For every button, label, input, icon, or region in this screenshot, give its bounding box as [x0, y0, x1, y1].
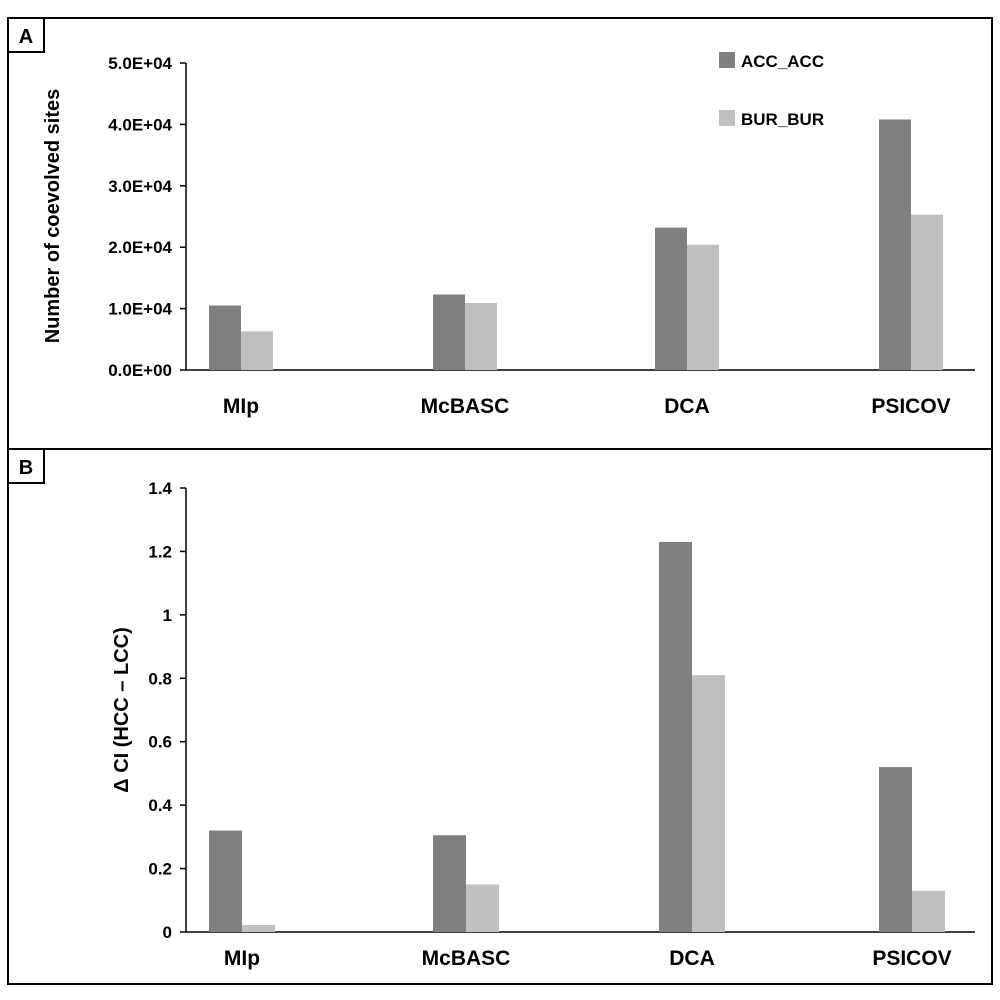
y-tick-label: 1.2	[148, 542, 172, 561]
bar-psicov-series-1	[879, 119, 911, 370]
x-category-label: McBASC	[421, 395, 510, 418]
panel-a-frame	[7, 17, 993, 450]
bar-mip-series-1	[209, 305, 241, 370]
x-category-label: PSICOV	[871, 395, 950, 418]
x-category-label: PSICOV	[872, 947, 951, 970]
y-tick-label: 1.0E+04	[108, 300, 172, 319]
bar-dca-series-1	[659, 541, 692, 932]
y-tick-label: 0.8	[148, 669, 172, 688]
legend-label-bur-bur: BUR_BUR	[741, 110, 824, 129]
bar-dca-series-2	[687, 244, 719, 370]
x-category-label: MIp	[224, 947, 260, 970]
y-tick-label: 1.4	[148, 479, 172, 498]
y-tick-label: 0.4	[148, 796, 172, 815]
panel-b-ylabel: Δ CI (HCC – LCC)	[111, 627, 133, 792]
x-category-label: DCA	[664, 395, 710, 418]
bar-mcbasc-series-2	[465, 303, 497, 370]
y-tick-label: 5.0E+04	[108, 54, 172, 73]
bar-mcbasc-series-1	[433, 294, 465, 370]
x-category-label: DCA	[669, 947, 715, 970]
y-tick-label: 0.2	[148, 860, 172, 879]
panel-b-plot: 0 0.2 0.4 0.6 0.8 1 1.2 1.4 MIp McBASC DCA PSICOV	[148, 479, 975, 970]
panel-b-label-box	[7, 448, 45, 484]
panel-a-label-box	[7, 17, 45, 53]
y-tick-label: 1	[163, 606, 172, 625]
bar-mip-series-1	[209, 830, 242, 932]
panel-b: B Δ CI (HCC – LCC) 0 0.2 0.4 0.6 0.8 1 1.2 1.4 M…	[7, 448, 993, 985]
y-tick-label: 0	[163, 923, 172, 942]
bar-dca-series-1	[655, 227, 687, 370]
panel-a: A Number of coevolved sites 0.0E+00 1.0E+…	[7, 17, 993, 450]
y-tick-label: 2.0E+04	[108, 238, 172, 257]
legend-label-acc-acc: ACC_ACC	[741, 52, 824, 71]
panel-a-label: A	[19, 26, 33, 48]
bar-mcbasc-series-2	[466, 884, 499, 932]
bar-dca-series-2	[692, 675, 725, 932]
y-tick-label: 0.0E+00	[108, 361, 172, 380]
y-tick-label: 0.6	[148, 733, 172, 752]
x-category-label: McBASC	[422, 947, 511, 970]
bar-psicov-series-1	[879, 767, 912, 932]
x-category-label: MIp	[223, 395, 259, 418]
panel-a-ylabel: Number of coevolved sites	[42, 89, 64, 344]
bar-mip-series-2	[241, 331, 273, 370]
bar-psicov-series-2	[911, 214, 943, 370]
bar-mip-series-2	[242, 925, 275, 932]
bar-mcbasc-series-1	[433, 835, 466, 932]
panel-a-plot: 0.0E+00 1.0E+04 2.0E+04 3.0E+04 4.0E+04 5.0E+…	[108, 54, 975, 418]
panel-b-frame	[7, 448, 993, 985]
panel-a-legend: ACC_ACC BUR_BUR	[719, 52, 824, 129]
y-tick-label: 3.0E+04	[108, 177, 172, 196]
legend-swatch-bur-bur	[719, 110, 735, 126]
legend-swatch-acc-acc	[719, 52, 735, 68]
bar-psicov-series-2	[912, 890, 945, 932]
panel-b-label: B	[19, 457, 33, 479]
y-tick-label: 4.0E+04	[108, 115, 172, 134]
